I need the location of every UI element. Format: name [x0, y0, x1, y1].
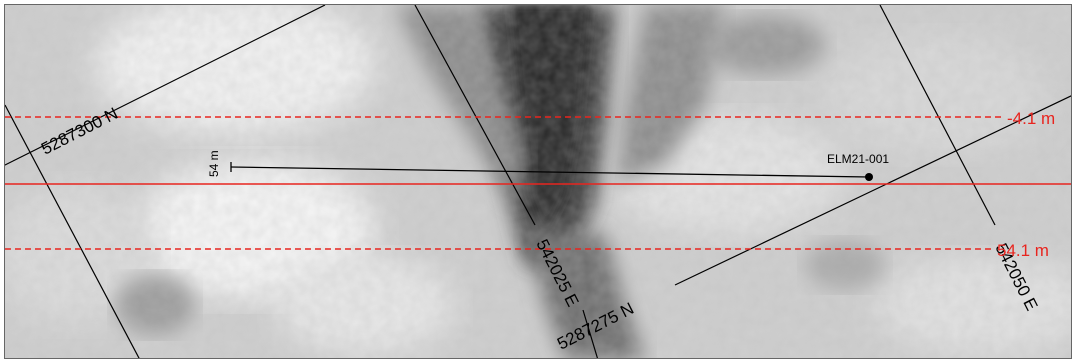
northing-line-lower: [674, 95, 1071, 286]
map-view[interactable]: 5287300 N 5287275 N 542025 E 542050 E -4…: [4, 4, 1072, 359]
section-label-upper: -4.1 m: [1007, 109, 1055, 128]
collar-id-label: ELM21-001: [827, 152, 889, 166]
easting-line-left: [5, 104, 140, 358]
northing-line-upper: [5, 5, 326, 166]
drill-trace: [230, 166, 870, 178]
map-canvas[interactable]: 5287300 N 5287275 N 542025 E 542050 E -4…: [5, 5, 1072, 359]
collar-marker: [865, 173, 873, 181]
easting-line-right: [879, 5, 996, 226]
utm-grid: [5, 5, 1071, 358]
drillhole[interactable]: [230, 162, 873, 181]
trace-end-label: 54 m: [207, 150, 221, 177]
easting-line-mid-lower: [582, 309, 599, 358]
section-lines: [5, 116, 1071, 250]
raster-imagery: [5, 5, 1071, 358]
easting-line-mid: [414, 5, 536, 226]
section-label-lower: 54.1 m: [997, 241, 1049, 260]
